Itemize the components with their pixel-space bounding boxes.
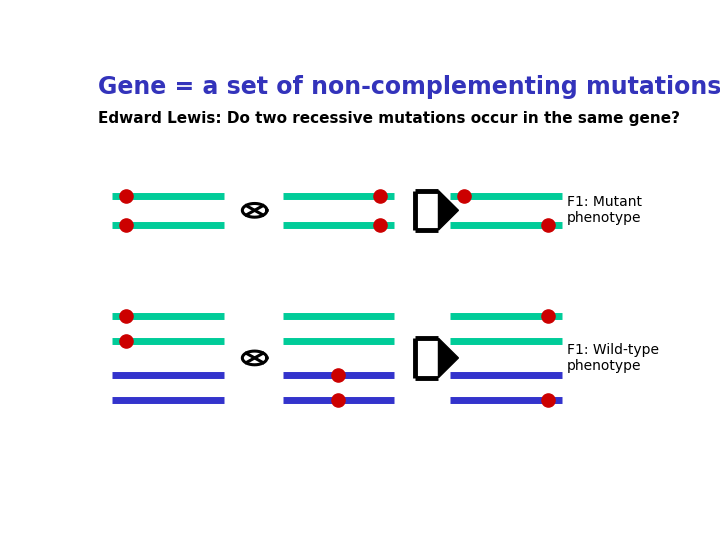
Text: F1: Mutant
phenotype: F1: Mutant phenotype xyxy=(567,195,642,225)
Point xyxy=(333,395,344,404)
Point xyxy=(333,370,344,379)
Point xyxy=(120,192,132,200)
Point xyxy=(541,220,553,229)
Text: Edward Lewis: Do two recessive mutations occur in the same gene?: Edward Lewis: Do two recessive mutations… xyxy=(99,111,680,125)
Point xyxy=(120,337,132,346)
Point xyxy=(541,395,553,404)
Point xyxy=(458,192,469,200)
Text: F1: Wild-type
phenotype: F1: Wild-type phenotype xyxy=(567,343,659,373)
Text: Gene = a set of non-complementing mutations: Gene = a set of non-complementing mutati… xyxy=(99,75,720,99)
Polygon shape xyxy=(438,338,459,377)
Point xyxy=(120,220,132,229)
Point xyxy=(120,312,132,321)
Point xyxy=(374,192,386,200)
Point xyxy=(541,312,553,321)
Point xyxy=(374,220,386,229)
Polygon shape xyxy=(438,191,459,230)
